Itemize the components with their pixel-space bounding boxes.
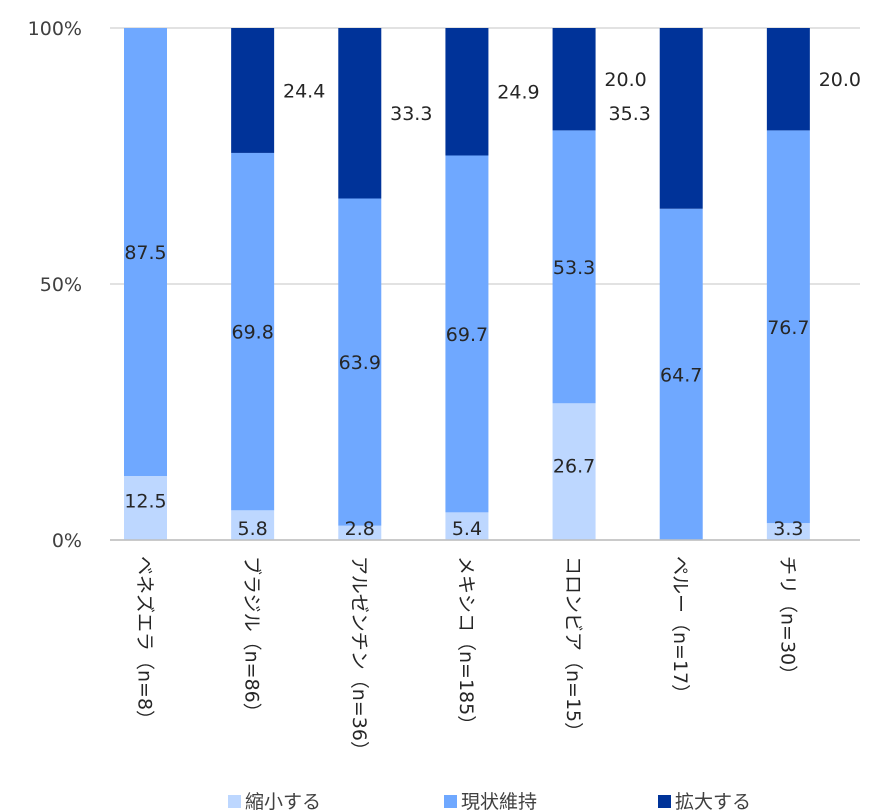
legend-label: 縮小する (245, 791, 321, 812)
bar-segment (659, 28, 703, 209)
bar-segment (338, 525, 382, 540)
bar-segment (552, 28, 596, 131)
data-label: 2.8 (345, 518, 375, 540)
bar-segment (124, 28, 167, 476)
data-label: 69.7 (446, 324, 488, 346)
data-labels: 12.5 87.5 5.8 69.8 24.4 2.8 63.9 33.3 5.4 69.7 24.… (124, 69, 861, 540)
bar-segment (552, 130, 596, 404)
data-label: 20.0 (604, 69, 646, 91)
y-tick-label: 50% (40, 274, 82, 296)
legend-swatch (658, 795, 671, 808)
data-label: 76.7 (767, 317, 809, 339)
legend-label: 現状維持 (461, 791, 537, 812)
bar-segment (445, 512, 489, 540)
category-label: ペルー（n=17） (669, 556, 691, 703)
bar-segment (659, 208, 703, 540)
data-label: 24.4 (283, 80, 325, 102)
legend-label: 拡大する (675, 791, 751, 812)
data-label: 3.3 (773, 518, 803, 540)
category-label: ベネズエラ（n=8） (134, 556, 156, 729)
legend-swatch (228, 795, 241, 808)
legend-swatch (444, 795, 457, 808)
data-label: 26.7 (553, 455, 595, 477)
bar-segment (231, 510, 275, 540)
data-label: 20.0 (819, 69, 861, 91)
y-tick-label: 100% (28, 18, 82, 40)
bar-segment (338, 28, 382, 199)
category-label: コロンビア（n=15） (562, 556, 584, 741)
category-label: チリ（n=30） (776, 556, 798, 684)
data-label: 87.5 (124, 242, 166, 264)
bar-segment (552, 403, 596, 540)
bar-segment (124, 476, 167, 540)
data-label: 33.3 (390, 103, 432, 125)
bars (124, 28, 810, 540)
legend: 縮小する 現状維持 拡大する (228, 791, 751, 812)
data-label: 12.5 (124, 491, 166, 513)
bar-segment (231, 28, 275, 153)
y-tick-label: 0% (52, 530, 82, 552)
data-label: 64.7 (660, 364, 702, 386)
axes: 0% 50% 100% ベネズエラ（n=8） ブラジル（n=86） アルゼンチン（n=36… (28, 18, 860, 760)
bar-segment (766, 130, 810, 524)
category-label: アルゼンチン（n=36） (348, 556, 370, 760)
bar-segment (766, 28, 810, 131)
bar-segment (445, 28, 489, 156)
data-label: 53.3 (553, 257, 595, 279)
data-label: 5.4 (452, 518, 482, 540)
data-label: 63.9 (339, 352, 381, 374)
category-label: メキシコ（n=185） (455, 556, 477, 734)
data-label: 24.9 (497, 82, 539, 104)
data-label: 69.8 (231, 322, 273, 344)
category-label: ブラジル（n=86） (241, 556, 264, 722)
bar-segment (338, 198, 382, 526)
bar-segment (766, 523, 810, 540)
data-label: 35.3 (609, 103, 651, 125)
bar-segment (445, 155, 489, 513)
bar-segment (231, 152, 275, 511)
data-label: 5.8 (238, 518, 268, 540)
